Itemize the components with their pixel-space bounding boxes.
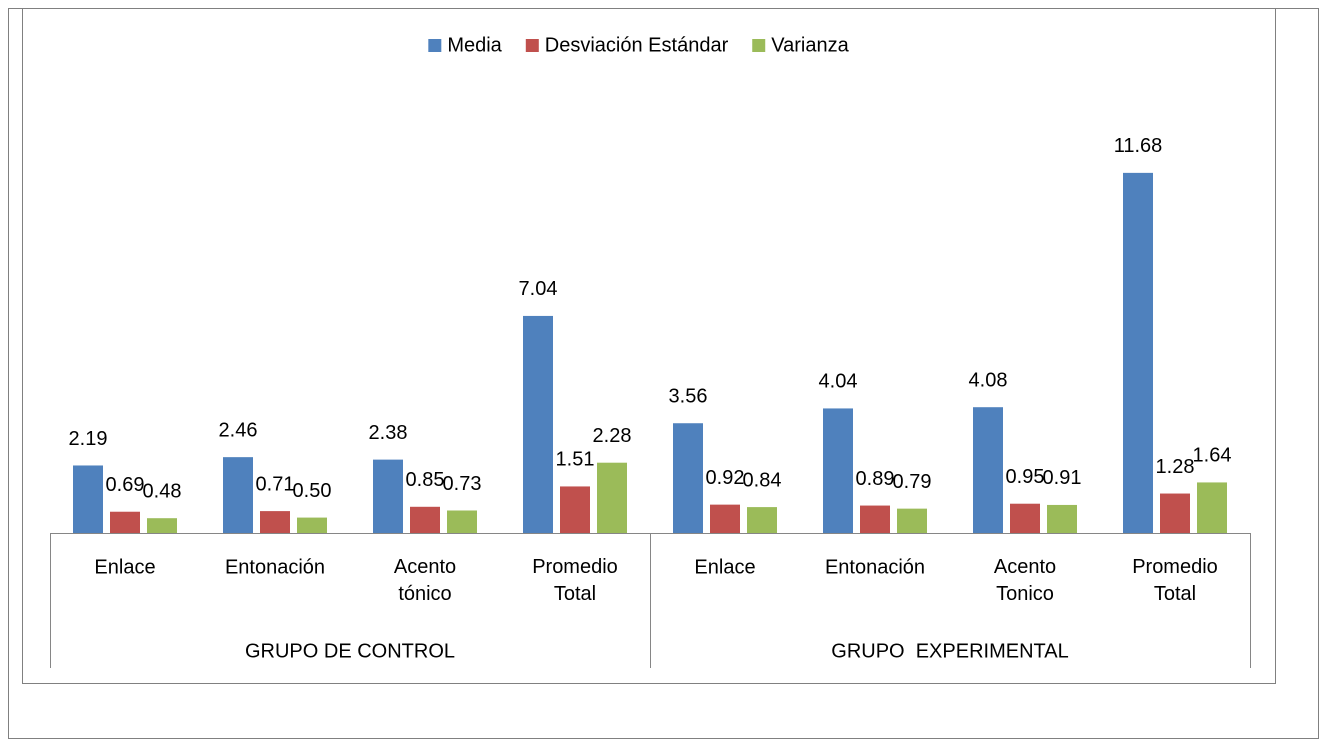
bar	[1123, 172, 1153, 533]
x-tick-label: Enlace	[94, 556, 155, 578]
value-label: 2.19	[69, 428, 108, 450]
bar	[1010, 503, 1040, 533]
bar	[297, 517, 327, 533]
group-label: GRUPO DE CONTROL	[245, 640, 455, 662]
value-label: 0.85	[406, 469, 445, 491]
legend-label: Media	[447, 34, 502, 56]
value-label: 2.28	[593, 425, 632, 447]
x-tick-label: Entonación	[225, 556, 325, 578]
bar	[560, 486, 590, 533]
value-label: 0.89	[856, 468, 895, 490]
value-label: 0.91	[1043, 467, 1082, 489]
x-tick-label: Promedio Total	[532, 556, 618, 605]
bar	[447, 510, 477, 533]
value-label: 0.71	[256, 473, 295, 495]
value-label: 7.04	[519, 278, 558, 300]
bar	[673, 423, 703, 533]
bar	[823, 408, 853, 533]
legend-swatch	[752, 39, 766, 52]
x-tick-label: Entonación	[825, 556, 925, 578]
bar	[1160, 493, 1190, 533]
bar	[223, 457, 253, 533]
bar	[147, 518, 177, 533]
value-label: 0.48	[143, 480, 182, 502]
value-label: 0.69	[106, 474, 145, 496]
legend-swatch	[525, 39, 539, 52]
x-tick-label: Enlace	[694, 556, 755, 578]
x-tick-label: Promedio Total	[1132, 556, 1218, 605]
value-label: 1.28	[1156, 456, 1195, 478]
bar	[747, 507, 777, 533]
chart-frame	[22, 8, 1276, 684]
bar	[260, 511, 290, 533]
bar	[73, 465, 103, 533]
value-label: 1.64	[1193, 445, 1232, 467]
value-label: 0.84	[743, 469, 782, 491]
bar	[897, 508, 927, 533]
value-label: 2.38	[369, 422, 408, 444]
bar	[1197, 482, 1227, 533]
x-tick-label: Acento tónico	[394, 556, 456, 605]
value-label: 4.04	[819, 371, 858, 393]
legend-swatch	[428, 39, 442, 52]
bar	[973, 407, 1003, 533]
bar	[597, 462, 627, 533]
value-label: 2.46	[219, 419, 258, 441]
value-label: 0.50	[293, 480, 332, 502]
legend: Media Desviación Estándar Varianza	[428, 34, 850, 56]
outer-frame	[8, 8, 1319, 739]
value-label: 11.68	[1114, 135, 1163, 157]
legend-label: Desviación Estándar	[545, 34, 729, 56]
legend-label: Varianza	[771, 34, 849, 56]
value-label: 1.51	[556, 449, 595, 471]
group-label: GRUPO EXPERIMENTAL	[831, 640, 1068, 662]
value-label: 0.95	[1006, 466, 1045, 488]
value-label: 3.56	[669, 386, 708, 408]
bar	[373, 459, 403, 533]
value-label: 0.92	[706, 467, 745, 489]
bar	[1047, 504, 1077, 533]
bar	[110, 511, 140, 533]
value-label: 4.08	[969, 369, 1008, 391]
bar	[860, 505, 890, 533]
bar	[523, 315, 553, 533]
value-label: 0.79	[893, 471, 932, 493]
bar	[710, 504, 740, 533]
x-tick-label: Acento Tonico	[994, 556, 1056, 605]
bar	[410, 506, 440, 533]
value-label: 0.73	[443, 473, 482, 495]
